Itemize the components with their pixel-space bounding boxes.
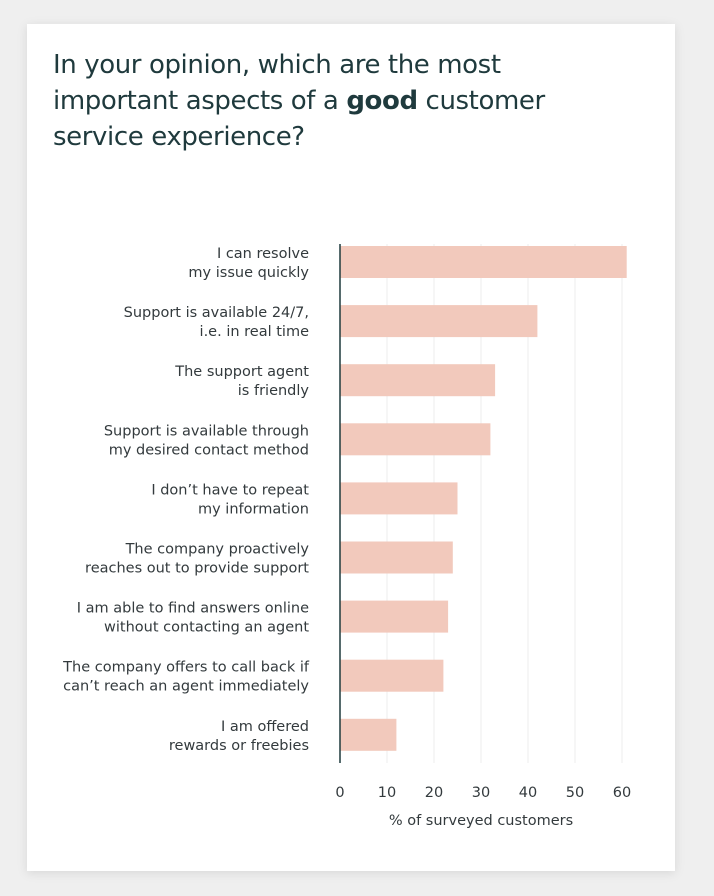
x-tick-label: 0	[335, 785, 344, 801]
category-label: The support agent is friendly	[174, 364, 309, 399]
x-tick-label: 50	[566, 785, 584, 801]
category-label: I can resolve my issue quickly	[188, 246, 309, 281]
category-label: I don’t have to repeat my information	[151, 482, 309, 517]
x-tick-label: 60	[613, 785, 631, 801]
category-label: The company proactively reaches out to pr…	[85, 542, 309, 577]
category-labels: I can resolve my issue quickly Support is …	[62, 246, 310, 754]
bar	[340, 246, 627, 278]
bar	[340, 659, 444, 692]
x-tick-label: 10	[378, 785, 396, 801]
chart-title: In your opinion, which are the most impo…	[53, 47, 613, 155]
category-label: Support is available 24/7, i.e. in real t…	[124, 305, 309, 340]
bar	[340, 423, 491, 456]
title-emphasis: good	[346, 86, 418, 116]
category-label: The company offers to call back if can’t …	[62, 660, 310, 695]
bar	[340, 364, 496, 397]
category-label: I am offered rewards or freebies	[169, 719, 309, 754]
category-label: Support is available through my desired c…	[104, 423, 309, 458]
x-axis-title: % of surveyed customers	[389, 813, 573, 829]
bar	[340, 718, 397, 751]
title-part-before: In your opinion, which are the most impo…	[53, 50, 501, 116]
bar	[340, 482, 458, 515]
bar	[340, 541, 453, 574]
x-tick-label: 30	[472, 785, 490, 801]
title-part-after: customer service experience?	[53, 86, 545, 152]
x-tick-label: 40	[519, 785, 537, 801]
bar	[340, 600, 449, 633]
category-label: I am able to find answers online without …	[77, 601, 310, 636]
x-axis-ticks: 0 10 20 30 40 50 60	[335, 785, 631, 801]
bar	[340, 305, 538, 338]
x-tick-label: 20	[425, 785, 443, 801]
bars	[340, 246, 627, 751]
